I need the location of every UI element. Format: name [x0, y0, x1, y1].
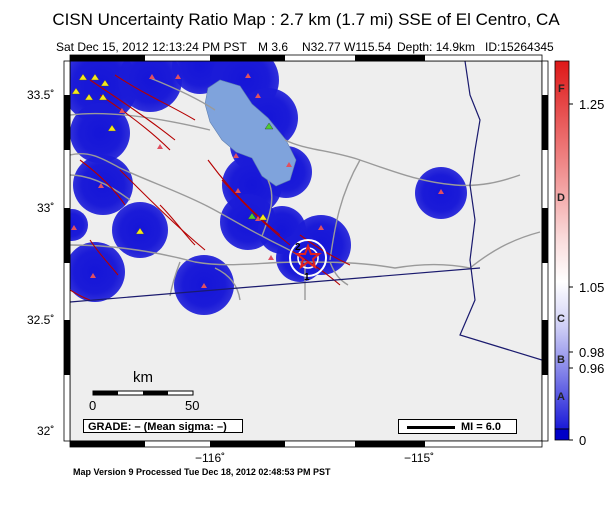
stations-yellow [71, 73, 268, 235]
colorbar-value: 0 [579, 433, 587, 448]
lat-label: 32˚ [37, 424, 55, 438]
colorbar-letter: D [557, 192, 565, 204]
colorbar-letter: B [557, 354, 565, 366]
map-border-ticks [63, 54, 549, 448]
grade-label: GRADE: – (Mean sigma: –) [83, 419, 243, 433]
mi-legend-line [407, 426, 455, 429]
triangle-icon [247, 212, 257, 220]
triangle-icon [100, 79, 110, 87]
triangle-icon [90, 73, 100, 81]
lon-label: −116˚ [195, 451, 226, 465]
event-id: ID:15264345 [485, 40, 554, 54]
fault-lines [70, 74, 351, 301]
triangle-icon [71, 87, 81, 95]
triangle-icon [98, 183, 104, 188]
colorbar-value: 1.25 [579, 97, 605, 112]
colorbar [554, 60, 573, 441]
triangle-icon [264, 122, 274, 130]
triangle-icon [119, 108, 125, 113]
colorbar-letter: A [557, 391, 565, 403]
scale-bar-start: 0 [89, 398, 97, 413]
triangle-icon [233, 153, 239, 158]
triangle-icon [201, 283, 207, 288]
colorbar-letter: F [558, 83, 565, 95]
stations-green [247, 122, 274, 220]
roads [70, 77, 541, 301]
triangle-icon [245, 73, 251, 78]
triangle-icon [84, 93, 94, 101]
triangle-icon [268, 255, 274, 260]
triangle-icon [235, 188, 241, 193]
triangle-icon [258, 213, 268, 221]
triangle-icon [71, 225, 77, 230]
mi-legend: MI = 6.0 [398, 419, 517, 434]
triangle-icon [78, 73, 88, 81]
station-label-2: 2 [295, 242, 301, 253]
triangle-icon [149, 74, 155, 79]
triangle-icon [175, 74, 181, 79]
triangle-icon [255, 93, 261, 98]
station-label-1: 1 [304, 272, 310, 283]
mi-legend-label: MI = 6.0 [461, 421, 502, 433]
lat-label: 33˚ [37, 201, 55, 215]
triangle-icon [286, 162, 292, 167]
stations-red [71, 73, 444, 288]
star-icon [294, 243, 322, 270]
map-title: CISN Uncertainty Ratio Map : 2.7 km (1.7… [52, 10, 560, 29]
triangle-icon [98, 93, 108, 101]
triangle-icon [135, 227, 145, 235]
us-mexico-border [70, 267, 481, 303]
triangle-icon [318, 225, 324, 230]
scale-bar-end: 50 [185, 398, 200, 413]
scale-bar-unit: km [133, 369, 153, 386]
scale-bar [92, 390, 194, 396]
colorbar-letter: C [557, 313, 565, 325]
triangle-icon [107, 124, 117, 132]
event-depth: Depth: 14.9km [397, 40, 476, 54]
colorbar-value: 0.96 [579, 361, 605, 376]
lat-label: 33.5˚ [27, 88, 55, 102]
event-location: N32.77 W115.54 [302, 40, 392, 54]
event-magnitude: M 3.6 [258, 40, 289, 54]
colorbar-value: 1.05 [579, 280, 605, 295]
triangle-icon [438, 189, 444, 194]
colorbar-value: 0.98 [579, 345, 605, 360]
lat-label: 32.5˚ [27, 313, 55, 327]
event-datetime: Sat Dec 15, 2012 12:13:24 PM PST [56, 40, 247, 54]
triangle-icon [157, 144, 163, 149]
lon-label: −115˚ [404, 451, 435, 465]
map-footer: Map Version 9 Processed Tue Dec 18, 2012… [73, 467, 331, 477]
epicenter [289, 239, 327, 277]
state-border [459, 61, 542, 361]
salton-sea [204, 79, 297, 187]
triangle-icon [90, 273, 96, 278]
